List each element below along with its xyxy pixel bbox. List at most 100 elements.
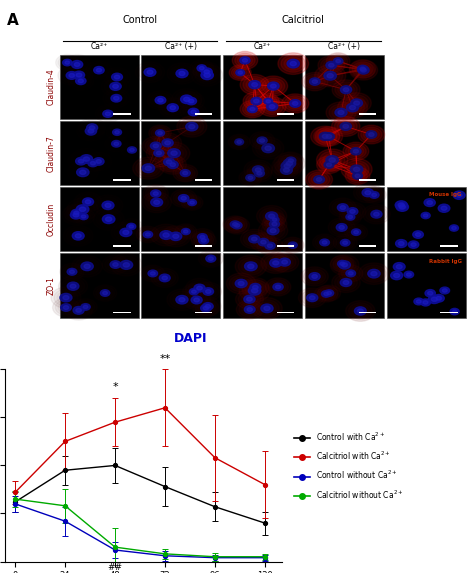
Circle shape [88, 129, 94, 133]
Circle shape [310, 126, 340, 147]
Circle shape [243, 231, 265, 247]
Circle shape [330, 256, 354, 272]
Text: Calcitriol: Calcitriol [282, 14, 325, 25]
Circle shape [335, 108, 347, 117]
Text: *: * [112, 382, 118, 393]
Circle shape [76, 73, 82, 77]
Circle shape [346, 103, 358, 112]
Circle shape [321, 159, 337, 170]
Bar [277, 113, 294, 115]
Circle shape [346, 301, 375, 321]
Circle shape [151, 127, 169, 139]
Circle shape [110, 261, 121, 268]
Circle shape [324, 161, 334, 168]
Circle shape [301, 290, 323, 305]
Circle shape [324, 72, 337, 80]
Circle shape [110, 83, 121, 91]
Circle shape [233, 223, 237, 226]
Circle shape [179, 195, 189, 202]
Circle shape [153, 128, 167, 138]
Circle shape [151, 198, 163, 206]
Circle shape [178, 92, 204, 111]
Circle shape [431, 297, 438, 301]
Circle shape [156, 135, 179, 151]
Circle shape [262, 144, 274, 152]
Circle shape [272, 155, 303, 177]
Circle shape [102, 201, 114, 210]
Circle shape [189, 99, 194, 103]
Circle shape [327, 53, 350, 69]
Circle shape [351, 99, 363, 107]
Circle shape [113, 84, 118, 88]
Circle shape [102, 215, 115, 223]
Circle shape [257, 137, 267, 144]
Circle shape [154, 200, 160, 205]
Circle shape [227, 273, 256, 294]
Circle shape [423, 301, 428, 304]
Circle shape [277, 155, 302, 172]
Circle shape [442, 289, 447, 292]
Circle shape [64, 225, 93, 246]
Circle shape [255, 139, 281, 157]
Circle shape [183, 120, 201, 133]
Circle shape [148, 140, 164, 151]
Circle shape [301, 267, 328, 286]
Circle shape [238, 292, 261, 307]
Circle shape [111, 222, 141, 243]
Circle shape [248, 176, 253, 179]
Circle shape [267, 226, 279, 235]
Circle shape [346, 270, 356, 277]
Circle shape [255, 170, 264, 177]
Circle shape [318, 67, 343, 85]
Text: A: A [7, 13, 19, 28]
Circle shape [366, 131, 377, 138]
Circle shape [395, 201, 407, 209]
Circle shape [350, 210, 355, 213]
Circle shape [312, 274, 318, 278]
Bar [223, 121, 302, 185]
Circle shape [255, 300, 279, 317]
Circle shape [146, 144, 172, 162]
Circle shape [329, 104, 353, 121]
Circle shape [319, 158, 339, 172]
Circle shape [235, 279, 247, 288]
Circle shape [146, 186, 166, 201]
Circle shape [197, 65, 207, 72]
Circle shape [149, 146, 169, 160]
Circle shape [351, 148, 361, 155]
Circle shape [164, 159, 181, 170]
Circle shape [129, 225, 134, 228]
Circle shape [323, 60, 339, 71]
Circle shape [281, 162, 293, 170]
Circle shape [369, 191, 379, 198]
Circle shape [362, 265, 386, 282]
Circle shape [143, 185, 168, 202]
Circle shape [261, 240, 266, 244]
Circle shape [179, 72, 185, 76]
Circle shape [314, 176, 325, 183]
Circle shape [346, 214, 355, 220]
Circle shape [237, 55, 253, 66]
Circle shape [236, 300, 263, 319]
Bar [195, 312, 212, 313]
Circle shape [176, 69, 188, 78]
Circle shape [253, 137, 284, 159]
Circle shape [231, 66, 249, 79]
Circle shape [201, 252, 221, 266]
Circle shape [328, 218, 355, 237]
Circle shape [264, 217, 284, 231]
Circle shape [259, 76, 288, 96]
Text: Mouse IgG: Mouse IgG [429, 193, 462, 198]
Circle shape [229, 275, 253, 292]
Circle shape [180, 170, 190, 176]
Circle shape [282, 260, 288, 264]
Circle shape [114, 96, 119, 100]
Circle shape [261, 222, 285, 239]
Circle shape [105, 112, 110, 116]
Circle shape [79, 213, 88, 219]
Circle shape [363, 205, 390, 224]
Circle shape [83, 305, 88, 309]
Circle shape [371, 272, 377, 276]
Circle shape [226, 218, 245, 231]
Circle shape [202, 303, 213, 310]
